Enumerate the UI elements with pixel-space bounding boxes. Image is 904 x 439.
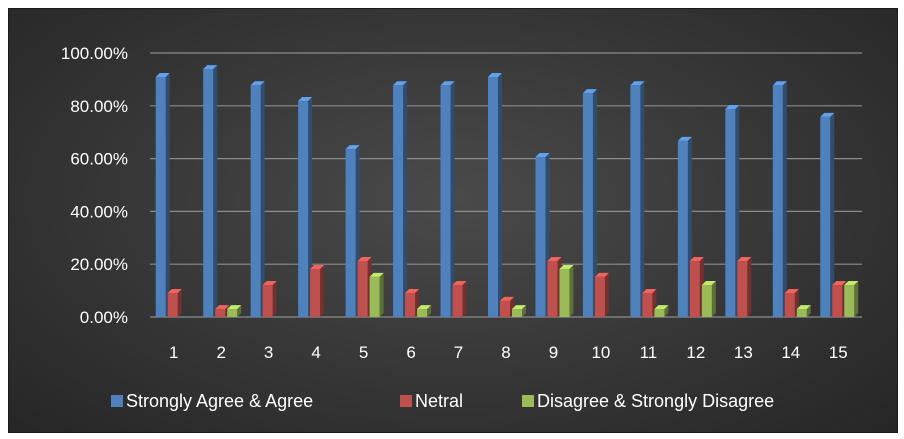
bar-netral-5 [357, 257, 372, 317]
bar-netral-2 [215, 305, 230, 317]
bar-netral-8 [500, 296, 514, 317]
legend-label: Disagree & Strongly Disagree [537, 391, 774, 411]
bar-strongly-agree-agree-11 [630, 81, 645, 317]
x-tick-label: 15 [829, 343, 848, 362]
bar-disagree-strongly-disagree-6 [417, 305, 432, 317]
bar-netral-11 [642, 288, 657, 317]
y-tick-label: 60.00% [70, 150, 128, 169]
bar-strongly-agree-agree-10 [582, 89, 597, 318]
legend-swatch [400, 395, 412, 407]
bar-netral-9 [547, 257, 562, 317]
y-tick-label: 40.00% [70, 202, 128, 221]
bar-netral-3 [262, 281, 277, 317]
bar-strongly-agree-agree-5 [345, 145, 360, 317]
x-tick-label: 10 [591, 343, 610, 362]
x-axis: 1 2 3 4 5 6 7 8 9 10 11 12 13 14 15 [169, 343, 848, 362]
y-tick-label: 80.00% [70, 97, 128, 116]
x-tick-label: 5 [359, 343, 368, 362]
y-axis: 0.00% 20.00% 40.00% 60.00% 80.00% 100.00% [61, 44, 128, 327]
bar-disagree-strongly-disagree-15 [844, 281, 859, 317]
bar-netral-4 [310, 264, 325, 317]
bar-strongly-agree-agree-3 [250, 81, 265, 317]
legend-swatch [111, 395, 123, 407]
bar-strongly-agree-agree-4 [298, 97, 313, 317]
bar-netral-12 [689, 257, 704, 317]
bar-strongly-agree-agree-7 [440, 81, 455, 317]
y-tick-label: 20.00% [70, 255, 128, 274]
legend-item-strongly-agree-agree: Strongly Agree & Agree [111, 391, 313, 411]
bar-strongly-agree-agree-1 [155, 73, 170, 317]
x-tick-label: 13 [734, 343, 753, 362]
legend-label: Netral [415, 391, 463, 411]
x-tick-label: 9 [549, 343, 558, 362]
legend-item-disagree-strongly-disagree: Disagree & Strongly Disagree [522, 391, 774, 411]
bar-strongly-agree-agree-8 [488, 73, 502, 317]
bar-strongly-agree-agree-6 [393, 81, 408, 317]
x-tick-label: 6 [406, 343, 415, 362]
y-tick-label: 0.00% [80, 308, 128, 327]
x-tick-label: 8 [501, 343, 510, 362]
bar-disagree-strongly-disagree-2 [227, 305, 242, 317]
x-tick-label: 11 [640, 343, 658, 362]
legend-item-netral: Netral [400, 391, 463, 411]
x-tick-label: 2 [216, 343, 225, 362]
bar-disagree-strongly-disagree-11 [654, 305, 669, 317]
x-tick-label: 1 [169, 343, 178, 362]
legend: Strongly Agree & Agree Netral Disagree & S… [111, 391, 774, 411]
bar-disagree-strongly-disagree-12 [701, 281, 716, 317]
bar-netral-7 [452, 281, 467, 317]
bar-disagree-strongly-disagree-5 [369, 272, 384, 317]
bar-strongly-agree-agree-9 [535, 153, 550, 317]
bar-netral-14 [784, 288, 799, 317]
bar-netral-15 [832, 281, 847, 317]
bar-strongly-agree-agree-15 [820, 112, 835, 317]
bar-strongly-agree-agree-13 [725, 104, 740, 317]
bar-disagree-strongly-disagree-14 [796, 305, 811, 317]
y-tick-label: 100.00% [61, 44, 128, 63]
bar-disagree-strongly-disagree-8 [512, 305, 526, 317]
bar-netral-1 [167, 288, 182, 317]
legend-swatch [522, 395, 534, 407]
legend-label: Strongly Agree & Agree [126, 391, 313, 411]
bar-netral-13 [737, 257, 752, 317]
x-tick-label: 12 [686, 343, 705, 362]
bar-disagree-strongly-disagree-9 [559, 264, 574, 317]
bars [155, 65, 859, 318]
x-tick-label: 14 [781, 343, 800, 362]
x-tick-label: 3 [264, 343, 273, 362]
bar-netral-6 [405, 288, 420, 317]
bar-netral-10 [594, 272, 609, 317]
bar-strongly-agree-agree-2 [203, 65, 218, 317]
x-tick-label: 4 [311, 343, 320, 362]
x-tick-label: 7 [454, 343, 463, 362]
bar-strongly-agree-agree-12 [677, 136, 692, 317]
bar-strongly-agree-agree-14 [772, 81, 787, 317]
